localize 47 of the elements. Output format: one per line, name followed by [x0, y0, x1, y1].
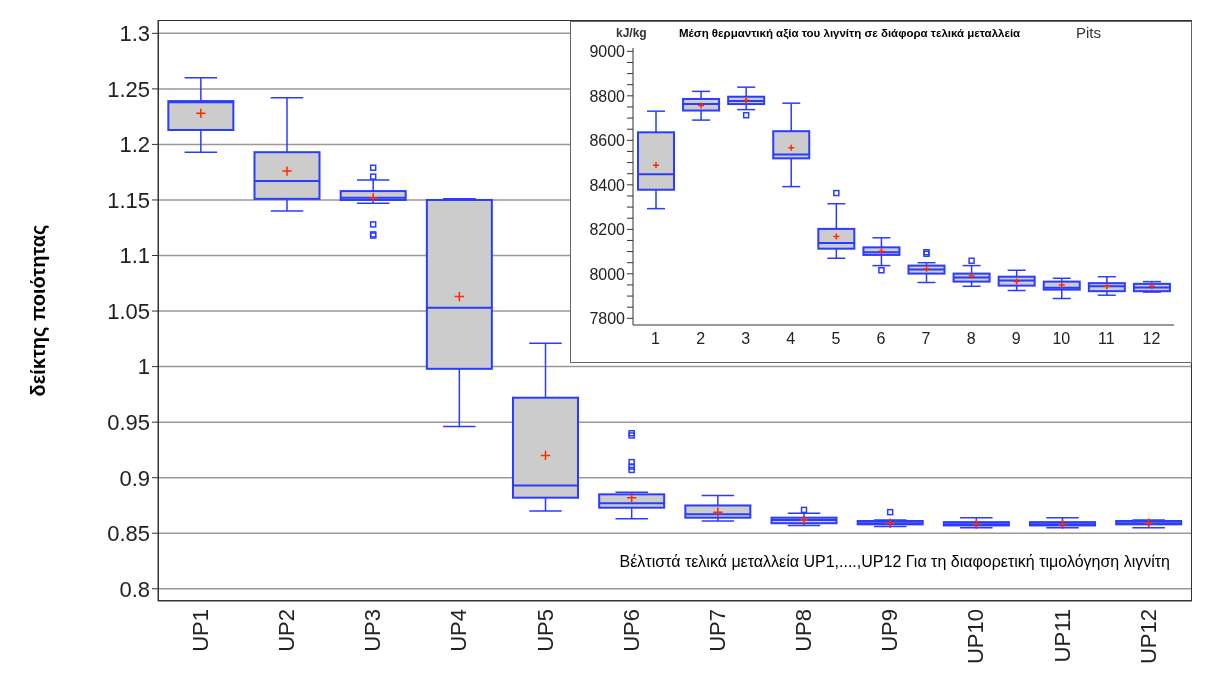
- x-tick-label: 8: [966, 330, 976, 348]
- y-tick-label: 0.9: [119, 465, 150, 491]
- y-tick-label: 0.85: [107, 521, 150, 547]
- y-tick-label: 8000: [589, 265, 626, 283]
- y-tick-label: 0.95: [107, 409, 150, 435]
- x-axis-title: Pits: [1076, 24, 1102, 41]
- x-tick-label: 12: [1142, 330, 1161, 348]
- y-tick-label: 1: [137, 354, 150, 380]
- x-tick-label: UP7: [704, 609, 730, 652]
- x-tick-label: UP1: [187, 609, 213, 652]
- x-tick-label: UP12: [1135, 609, 1161, 665]
- annotation: Βέλτιστά τελικά μεταλλεία UP1,....,UP12 Για τη διαφορετική τιμολόγηση λιγνίτη: [619, 553, 1170, 571]
- x-tick-label: 11: [1098, 330, 1115, 348]
- y-tick-label: 8600: [589, 132, 626, 150]
- y-tick-label: 8800: [589, 87, 626, 105]
- y-tick-label: 8200: [589, 221, 626, 239]
- y-axis-title: kJ/kg: [616, 26, 647, 40]
- y-tick-label: 9000: [589, 43, 626, 61]
- x-tick-label: 5: [831, 330, 841, 348]
- y-tick-label: 1.05: [107, 298, 150, 324]
- x-tick-label: 3: [741, 330, 751, 348]
- x-tick-label: 6: [876, 330, 886, 348]
- x-tick-label: 10: [1052, 330, 1071, 348]
- y-tick-label: 8400: [589, 176, 626, 194]
- x-tick-label: 4: [786, 330, 796, 348]
- y-tick-label: 1.1: [119, 243, 150, 269]
- x-tick-label: 7: [921, 330, 931, 348]
- y-tick-label: 1.15: [107, 187, 150, 213]
- y-tick-label: 1.25: [107, 76, 150, 102]
- chart-title: Μέση θερμαντική αξία του λιγνίτη σε διάφορα τελικά μεταλλεία: [679, 27, 1021, 39]
- x-tick-label: UP8: [791, 609, 817, 652]
- y-tick-label: 0.8: [119, 576, 150, 602]
- x-tick-label: 1: [651, 330, 661, 348]
- x-tick-label: UP3: [360, 609, 386, 652]
- x-tick-label: UP2: [274, 609, 300, 652]
- y-tick-label: 1.2: [119, 132, 150, 158]
- x-tick-label: UP4: [446, 609, 472, 652]
- x-tick-label: UP11: [1049, 609, 1075, 663]
- x-tick-label: UP9: [877, 609, 903, 652]
- x-tick-label: UP10: [963, 609, 989, 665]
- y-tick-label: 7800: [589, 310, 626, 328]
- y-tick-label: 1.3: [119, 21, 150, 47]
- x-tick-label: 9: [1011, 330, 1021, 348]
- x-tick-label: 2: [696, 330, 706, 348]
- x-tick-label: UP6: [618, 609, 644, 652]
- y-axis-title: δείκτης ποιότητας: [27, 224, 50, 397]
- x-tick-label: UP5: [532, 609, 558, 652]
